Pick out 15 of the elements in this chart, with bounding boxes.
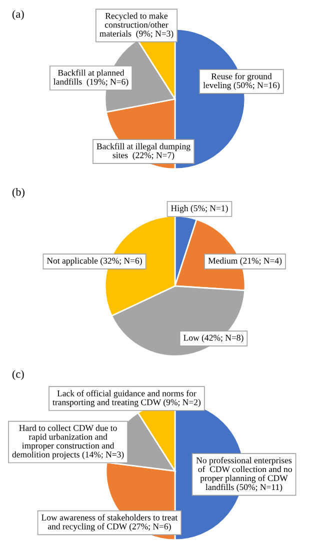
chart-title: (a) xyxy=(12,10,24,20)
chart-title: (b) xyxy=(12,188,24,198)
slice-label: Lack of official guidance and norms for transporting and treating CDW (9%; N=2) xyxy=(52,390,201,408)
slice-label: Hard to collect CDW due to rapid urbanization and improper construction and demolition projects (14%; N=3) xyxy=(12,424,124,460)
slice-label: Low (42%; N=8) xyxy=(184,334,244,342)
slice-label: High (5%; N=1) xyxy=(171,205,228,213)
slice-label: Backfill at planned landfills (19%; N=6) xyxy=(54,70,128,86)
slice-label: Medium (21%; N=4) xyxy=(208,258,282,266)
slice-label: Backfill at illegal dumping sites (22%; N=7) xyxy=(96,143,190,160)
slice-label: Recycled to make construction/other materials (9%; N=3) xyxy=(100,12,174,38)
slice-label: Not applicable (32%; N=6) xyxy=(46,258,142,266)
chart-title: (c) xyxy=(12,370,24,380)
slice-label: Reuse for ground leveling (50%; N=16) xyxy=(203,73,280,90)
slice-label: Low awareness of stakeholders to treat and recycling of CDW (27%; N=6) xyxy=(42,514,178,532)
slice-label: No professional enterprises of CDW collection and no proper planning of CDW landfills (50%; N=11) xyxy=(196,457,292,492)
